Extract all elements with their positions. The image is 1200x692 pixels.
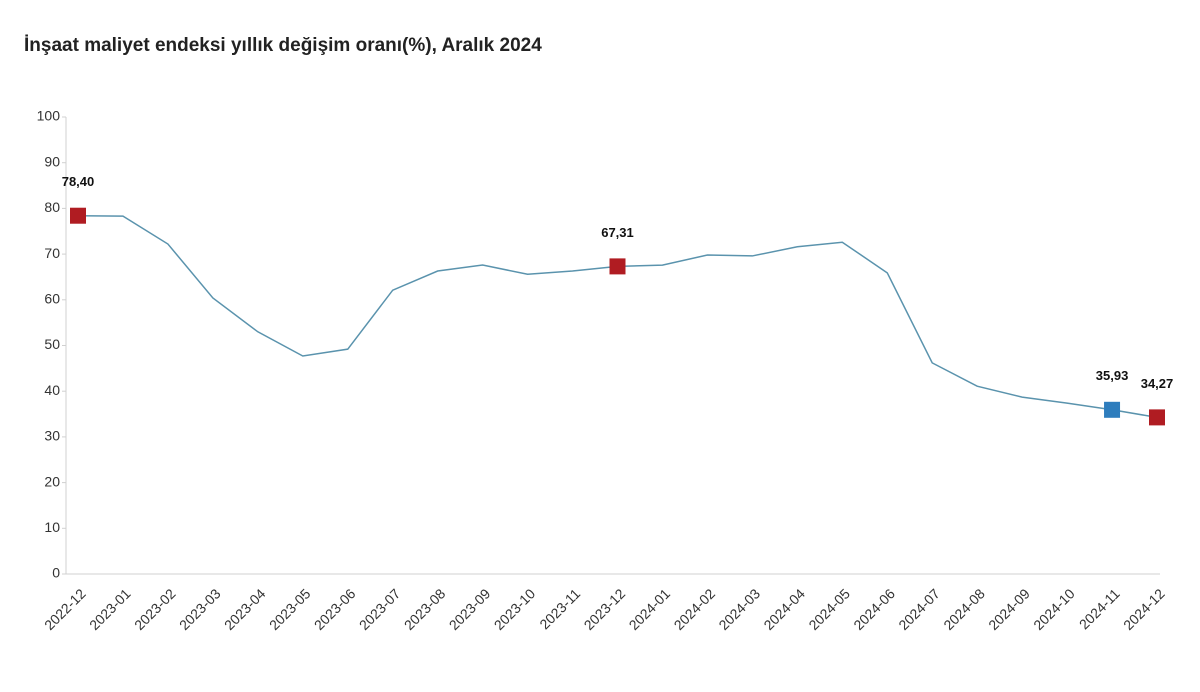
x-tick-label: 2023-01 [86,585,134,633]
x-tick-label: 2023-04 [221,585,269,633]
value-label: 35,93 [1096,368,1129,383]
y-tick-label: 20 [44,473,60,489]
x-tick-label: 2024-10 [1030,585,1078,633]
chart-title: İnşaat maliyet endeksi yıllık değişim or… [24,35,542,56]
x-tick-label: 2023-07 [356,585,404,633]
x-tick-label: 2024-05 [805,585,853,633]
y-tick-label: 80 [44,199,60,215]
y-tick-label: 0 [52,565,60,581]
y-tick-label: 70 [44,245,60,261]
x-tick-label: 2024-04 [760,585,808,633]
marker [609,258,626,275]
x-tick-label: 2023-12 [581,585,629,633]
value-label: 78,40 [62,174,95,189]
x-tick-label: 2023-09 [446,585,494,633]
x-tick-label: 2024-03 [715,585,763,633]
y-tick-label: 10 [44,519,60,535]
marker [70,207,86,224]
x-tick-label: 2023-03 [176,585,224,633]
y-tick-label: 60 [44,291,60,307]
x-tick-label: 2024-09 [985,585,1033,633]
y-tick-label: 40 [44,382,60,398]
x-tick-label: 2024-12 [1120,585,1168,633]
x-tick-label: 2024-06 [850,585,898,633]
y-tick-label: 50 [44,336,60,352]
line [77,214,1158,419]
x-tick-label: 2024-02 [671,585,719,633]
x-tick-label: 2023-02 [131,585,179,633]
x-tick-label: 2024-08 [940,585,988,633]
x-tick-label: 2024-01 [626,585,674,633]
marker [1149,409,1165,426]
value-label: 34,27 [1141,376,1174,391]
x-tick-label: 2023-05 [266,585,314,633]
x-tick-label: 2024-07 [895,585,943,633]
x-tick-label: 2023-08 [401,585,449,633]
marker [1104,401,1121,418]
y-tick-label: 30 [44,428,60,444]
x-tick-label: 2024-11 [1076,585,1123,632]
x-tick-label: 2022-12 [41,585,89,633]
x-tick-label: 2023-11 [536,585,583,632]
x-tick-label: 2023-06 [311,585,359,633]
x-tick-label: 2023-10 [491,585,539,633]
y-tick-label: 100 [37,108,61,124]
value-label: 67,31 [601,225,634,240]
y-tick-label: 90 [44,153,60,169]
